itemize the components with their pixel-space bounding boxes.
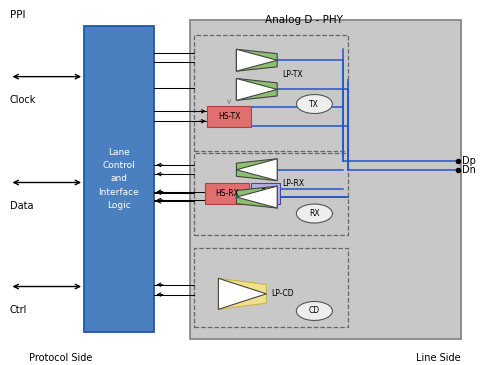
Text: Digital D-PHY: Digital D-PHY bbox=[84, 16, 153, 24]
Text: LP-CD: LP-CD bbox=[271, 289, 294, 298]
Text: PPI: PPI bbox=[10, 9, 25, 20]
Ellipse shape bbox=[297, 301, 333, 320]
Text: Lane
Control
and
Interface
Logic: Lane Control and Interface Logic bbox=[98, 148, 139, 210]
Text: $R_T$: $R_T$ bbox=[260, 187, 271, 199]
Text: Clock: Clock bbox=[10, 95, 36, 105]
Ellipse shape bbox=[297, 95, 333, 114]
Text: HS-TX: HS-TX bbox=[218, 112, 240, 121]
Polygon shape bbox=[237, 159, 277, 181]
Text: TX: TX bbox=[310, 100, 319, 108]
Polygon shape bbox=[218, 278, 266, 310]
Ellipse shape bbox=[297, 204, 333, 223]
Text: Dp: Dp bbox=[462, 155, 476, 166]
FancyBboxPatch shape bbox=[251, 182, 280, 204]
Polygon shape bbox=[237, 49, 277, 71]
Text: Data: Data bbox=[10, 201, 33, 211]
Polygon shape bbox=[237, 49, 277, 71]
FancyBboxPatch shape bbox=[207, 106, 251, 127]
Text: Protocol Side: Protocol Side bbox=[29, 353, 92, 364]
FancyBboxPatch shape bbox=[190, 20, 461, 339]
Text: LP-TX: LP-TX bbox=[282, 70, 302, 79]
Polygon shape bbox=[237, 78, 277, 100]
Polygon shape bbox=[237, 159, 277, 181]
Text: Dn: Dn bbox=[462, 165, 476, 175]
Text: CD: CD bbox=[309, 307, 320, 315]
Polygon shape bbox=[218, 278, 266, 310]
Text: HS-RX: HS-RX bbox=[215, 189, 239, 197]
FancyBboxPatch shape bbox=[205, 182, 249, 204]
Text: LP-RX: LP-RX bbox=[282, 179, 304, 188]
Polygon shape bbox=[237, 78, 277, 100]
Text: Line Side: Line Side bbox=[416, 353, 461, 364]
Text: RX: RX bbox=[309, 209, 320, 218]
Polygon shape bbox=[237, 186, 277, 208]
Polygon shape bbox=[237, 186, 277, 208]
FancyBboxPatch shape bbox=[84, 26, 154, 332]
Text: Ctrl: Ctrl bbox=[10, 305, 27, 315]
Text: Analog D - PHY: Analog D - PHY bbox=[264, 15, 342, 25]
